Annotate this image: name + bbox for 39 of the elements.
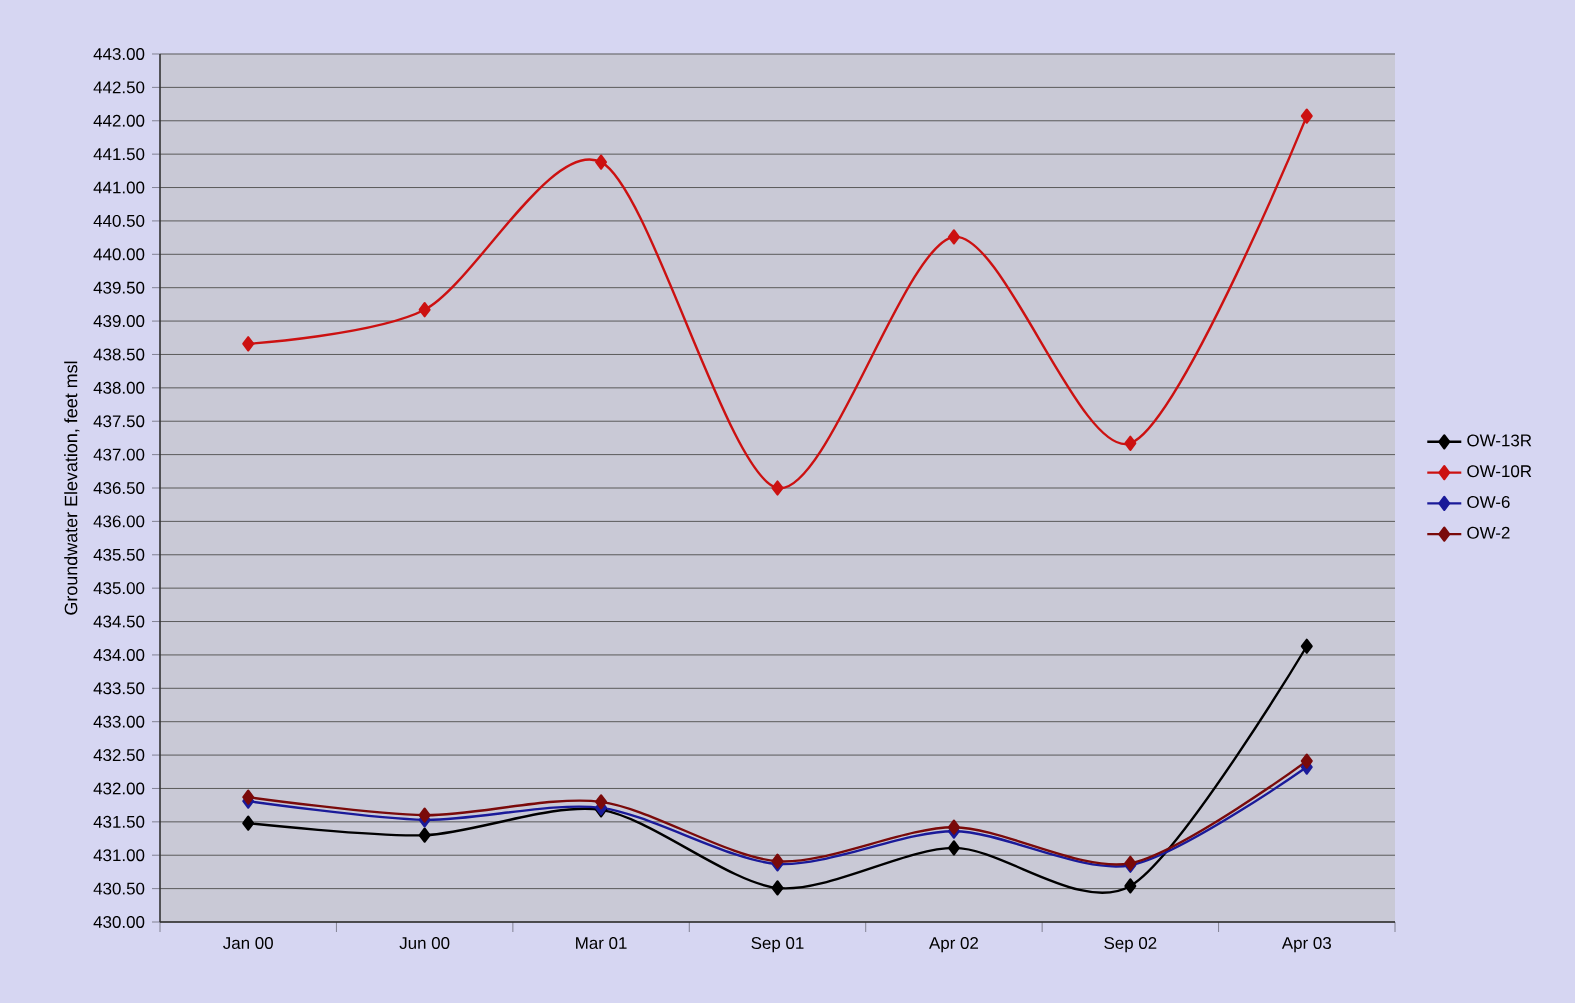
x-tick-label: Apr 03 [1281,937,1331,953]
y-tick-label: 440.50 [93,214,145,227]
legend-label: OW-13R [1467,434,1532,447]
y-tick-label: 435.00 [93,582,145,595]
y-tick-label: 438.00 [93,381,145,394]
y-tick-label: 434.50 [93,615,145,628]
y-tick-label: 442.50 [93,81,145,94]
x-tick-label: Jun 00 [399,937,450,950]
y-tick-label: 442.00 [93,114,145,127]
y-tick-label: 432.50 [93,749,145,762]
y-tick-label: 441.50 [93,148,145,161]
y-tick-label: 439.50 [93,281,145,294]
y-tick-label: 440.00 [93,248,145,261]
y-tick-label: 434.00 [93,648,145,661]
y-tick-label: 431.50 [93,815,145,828]
y-tick-label: 443.00 [93,48,145,60]
y-axis-title: Groundwater Elevation, feet msl [64,361,80,615]
y-tick-label: 437.50 [93,415,145,428]
legend-label: OW-6 [1467,496,1510,508]
y-tick-label: 433.50 [93,682,145,695]
y-tick-label: 441.00 [93,181,145,194]
y-tick-label: 436.00 [93,515,145,528]
y-tick-label: 438.50 [93,348,145,361]
y-tick-label: 439.00 [93,315,145,328]
legend-label: OW-10R [1467,465,1532,478]
x-tick-label: Sep 01 [751,937,804,953]
x-tick-label: Apr 02 [929,937,978,953]
y-tick-label: 432.00 [93,782,145,795]
x-tick-label: Mar 01 [576,937,627,950]
y-tick-label: 437.00 [93,448,145,461]
y-tick-label: 430.50 [93,882,145,895]
y-tick-label: 436.50 [93,482,145,494]
y-tick-label: 430.00 [93,916,145,928]
x-tick-label: Jan 00 [223,937,273,950]
y-tick-label: 435.50 [93,548,145,561]
x-tick-label: Sep 02 [1104,937,1157,953]
y-tick-label: 431.00 [93,849,145,862]
y-tick-label: 433.00 [93,715,145,728]
legend-label: OW-2 [1467,526,1510,539]
